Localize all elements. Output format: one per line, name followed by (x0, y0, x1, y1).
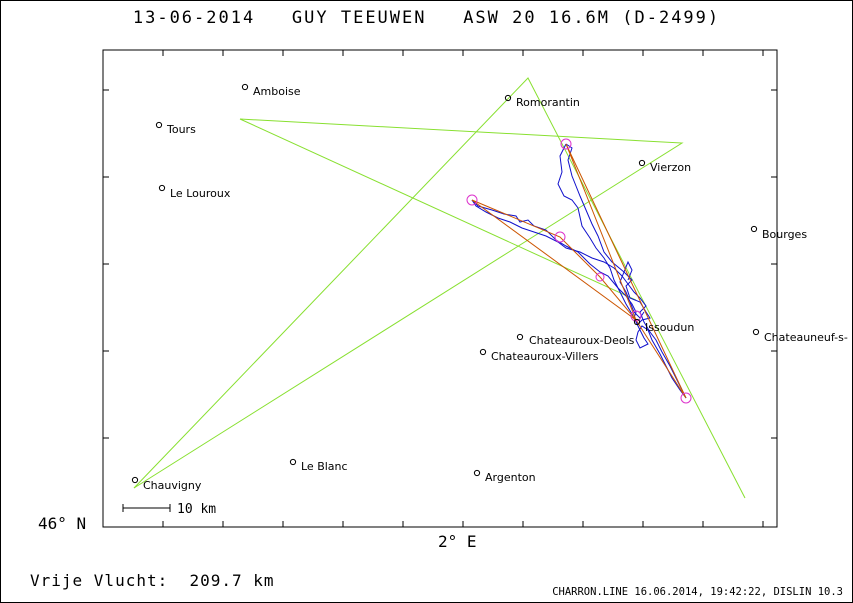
town-label: Tours (166, 123, 196, 136)
town-marker: Tours (155, 121, 196, 136)
town-label: Argenton (485, 471, 536, 484)
town-dot-icon (289, 458, 297, 466)
scale-bar (122, 504, 171, 512)
free-flight-distance: Vrije Vlucht: 209.7 km (30, 571, 275, 590)
town-layer: Amboise Romorantin Tours Vierzon Le Louroux B… (131, 83, 848, 492)
turnpoints (466, 138, 692, 404)
town-marker: Le Louroux (158, 184, 231, 200)
town-label: Le Blanc (301, 460, 348, 473)
town-marker: Le Blanc (289, 458, 348, 473)
task-lines (133, 77, 746, 499)
scale-label: 10 km (177, 502, 216, 517)
town-dot-icon (131, 476, 139, 484)
latitude-label: 46° N (38, 514, 87, 533)
town-label: Issoudun (645, 321, 694, 334)
page-title: 13-06-2014 GUY TEEUWEN ASW 20 16.6M (D-2… (132, 8, 721, 28)
town-label: Amboise (253, 85, 301, 98)
town-label: Le Louroux (170, 187, 231, 200)
flight-leg (471, 199, 637, 321)
turnpoint-circle (466, 194, 478, 206)
turnpoint-circle (630, 310, 642, 322)
town-label: Romorantin (516, 96, 580, 109)
town-dot-icon (479, 348, 487, 356)
town-marker: Bourges (750, 225, 807, 241)
footer-credit: CHARRON.LINE 16.06.2014, 19:42:22, DISLI… (552, 586, 843, 598)
town-marker: Argenton (473, 469, 536, 484)
turnpoint-circle (680, 392, 692, 404)
town-dot-icon (155, 121, 163, 129)
town-label: Chateauneuf-s- (764, 331, 848, 344)
town-dot-icon (752, 328, 760, 336)
turnpoint-circle (554, 231, 566, 243)
town-marker: Vierzon (638, 159, 691, 174)
track-segment (557, 143, 687, 399)
turnpoint-circle (560, 138, 572, 150)
town-marker: Romorantin (504, 94, 580, 109)
town-dot-icon (516, 333, 524, 341)
town-label: Vierzon (650, 161, 691, 174)
town-label: Chateauroux-Deols (529, 334, 635, 347)
task-line (133, 118, 684, 489)
task-line (133, 77, 746, 499)
longitude-label: 2° E (438, 532, 477, 551)
town-dot-icon (638, 159, 646, 167)
town-label: Chateauroux-Villers (491, 350, 599, 363)
town-marker: Issoudun (633, 318, 694, 334)
town-dot-icon (158, 184, 166, 192)
axis-ticks (103, 50, 777, 527)
town-marker: Chateauroux-Deols (516, 333, 635, 347)
track-segment (471, 199, 687, 399)
town-label: Bourges (762, 228, 807, 241)
track-segment (471, 143, 651, 325)
town-dot-icon (633, 318, 641, 326)
town-dot-icon (241, 83, 249, 91)
town-marker: Amboise (241, 83, 301, 98)
task-line (239, 118, 637, 301)
turnpoint-circle (595, 272, 605, 282)
town-marker: Chateauneuf-s- (752, 328, 848, 344)
map-frame (102, 49, 778, 528)
town-marker: Chateauroux-Villers (479, 348, 599, 363)
town-dot-icon (473, 469, 481, 477)
town-marker: Chauvigny (131, 476, 202, 492)
town-label: Chauvigny (143, 479, 202, 492)
town-dot-icon (504, 94, 512, 102)
town-dot-icon (750, 225, 758, 233)
